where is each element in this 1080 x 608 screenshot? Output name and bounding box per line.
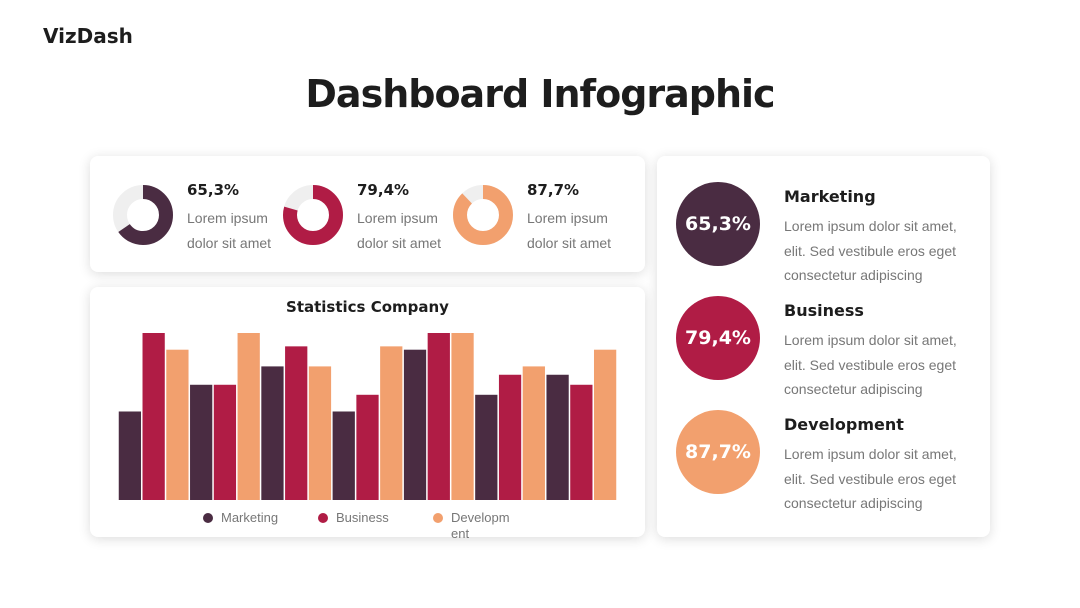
legend-item: Development [433, 510, 513, 542]
donut-arc [113, 185, 173, 245]
kpi-value: 65,3% [187, 181, 240, 199]
stat-circle: 79,4% [676, 296, 760, 380]
bar [451, 333, 474, 500]
stat-title: Development [784, 415, 904, 434]
bar [403, 349, 427, 500]
bar [190, 384, 213, 500]
kpi-text: Lorem ipsum dolor sit amet [187, 210, 272, 251]
bar [332, 411, 355, 500]
bar [142, 333, 165, 500]
bar [308, 366, 332, 500]
kpi-value: 79,4% [357, 181, 410, 199]
brand: VizDash [43, 24, 133, 48]
bar [380, 346, 403, 500]
legend-swatch [203, 513, 213, 523]
legend-item: Marketing [203, 510, 283, 526]
donut-arc [283, 185, 343, 245]
bar [475, 394, 498, 500]
bar [593, 349, 617, 500]
bar [237, 333, 260, 500]
kpi-card [90, 156, 645, 272]
kpi-text: Lorem ipsum dolor sit amet [357, 210, 442, 251]
bar [570, 384, 593, 500]
legend-swatch [433, 513, 443, 523]
bar [118, 411, 142, 500]
bar [285, 346, 308, 500]
chart-title: Statistics Company [286, 298, 449, 316]
bar [522, 366, 545, 500]
bar [356, 394, 379, 500]
stat-circle: 87,7% [676, 410, 760, 494]
donut-arc [453, 185, 513, 245]
page-title: Dashboard Infographic [305, 72, 775, 116]
bar [166, 349, 189, 500]
stat-text: Lorem ipsum dolor sit amet, elit. Sed ve… [784, 446, 957, 511]
bar [427, 333, 450, 500]
stat-circle: 65,3% [676, 182, 760, 266]
legend-swatch [318, 513, 328, 523]
legend-item: Business [318, 510, 398, 526]
stat-title: Business [784, 301, 864, 320]
stat-title: Marketing [784, 187, 876, 206]
kpi-text: Lorem ipsum dolor sit amet [527, 210, 612, 251]
bar [261, 366, 284, 500]
stat-text: Lorem ipsum dolor sit amet, elit. Sed ve… [784, 218, 957, 283]
bar [546, 374, 569, 500]
bar [498, 374, 522, 500]
bar [213, 384, 237, 500]
stat-text: Lorem ipsum dolor sit amet, elit. Sed ve… [784, 332, 957, 397]
kpi-value: 87,7% [527, 181, 580, 199]
